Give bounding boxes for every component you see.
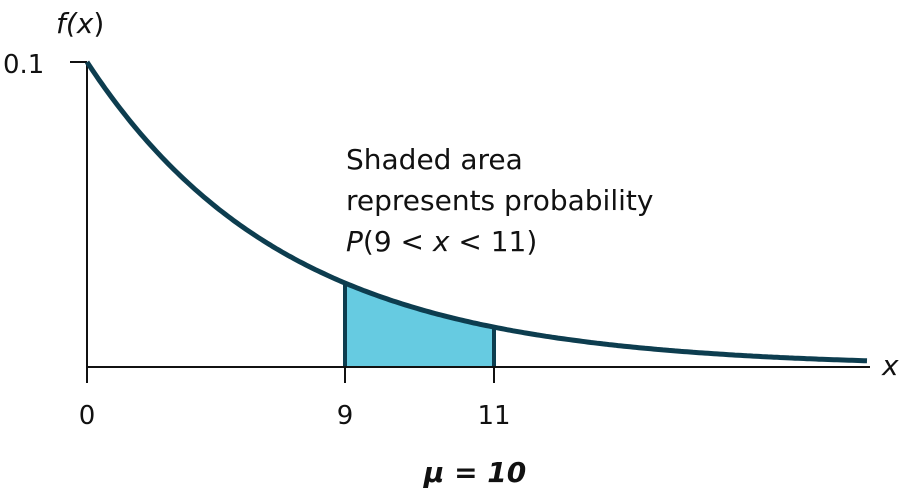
annotation-line1: Shaded area — [346, 143, 523, 176]
mean-caption: μ = 10 — [423, 456, 527, 489]
y-axis-label: f(x) — [56, 7, 104, 40]
density-curve — [84, 60, 868, 364]
x-axis-label: x — [881, 349, 899, 382]
annotation-line3: P(9 < x < 11) — [346, 225, 537, 258]
x-tick-label-11: 11 — [477, 401, 510, 431]
y-tick-label: 0.1 — [3, 50, 44, 80]
annotation-line2: represents probability — [346, 184, 653, 217]
x-tick-label-0: 0 — [79, 401, 96, 431]
x-tick-label-9: 9 — [337, 401, 354, 431]
shaded-probability-area — [345, 283, 494, 367]
